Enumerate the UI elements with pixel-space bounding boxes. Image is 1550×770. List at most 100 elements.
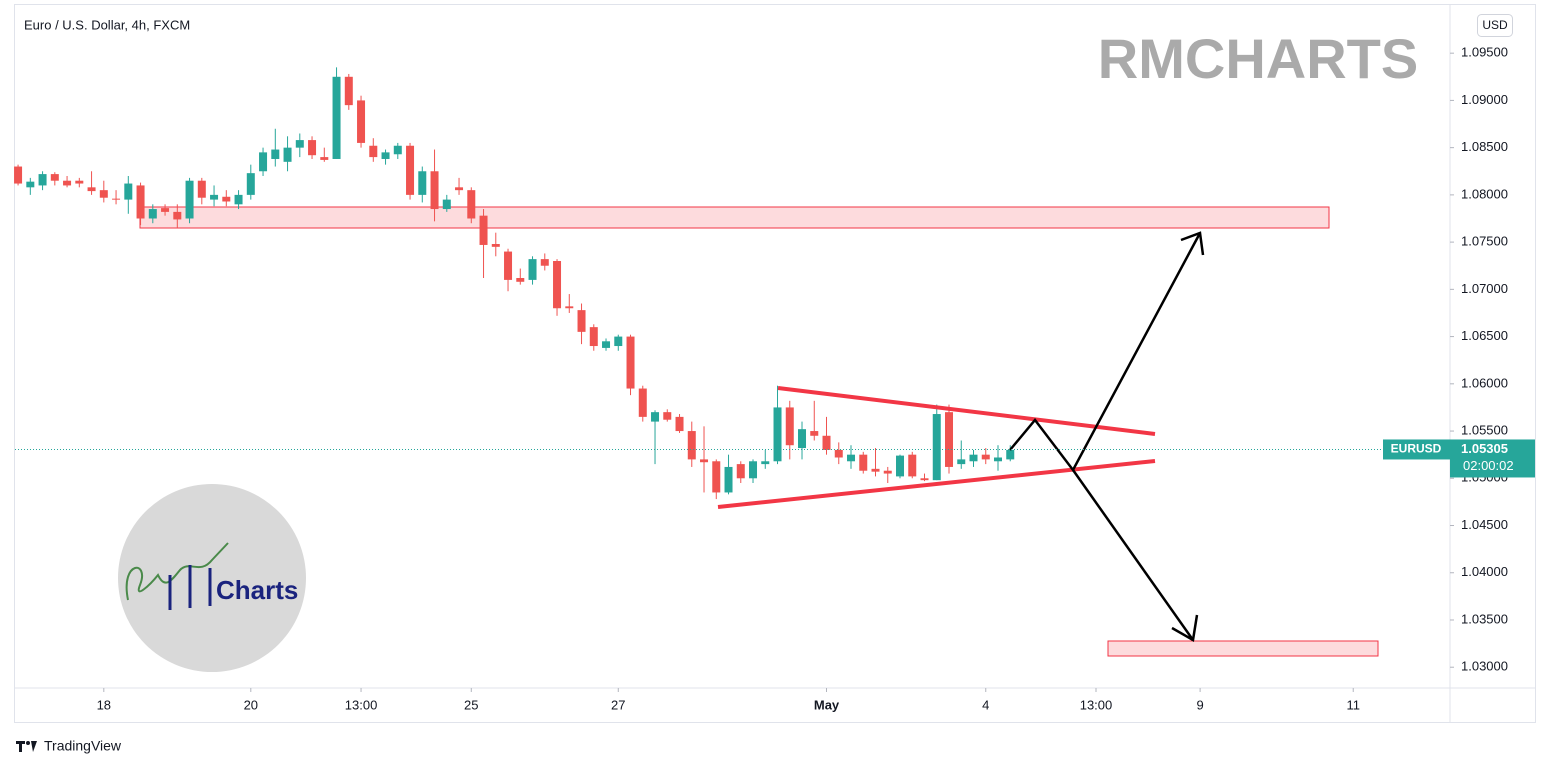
candle-body bbox=[504, 251, 513, 280]
candle-body bbox=[63, 180, 72, 186]
candle-body bbox=[197, 180, 206, 198]
candle-body bbox=[822, 435, 831, 450]
symbol-tag bbox=[1383, 439, 1450, 460]
footer-icon-stem bbox=[19, 741, 22, 752]
candle-body bbox=[50, 174, 59, 181]
currency-button[interactable] bbox=[1477, 14, 1513, 37]
y-tick-label: 1.04000 bbox=[1461, 564, 1508, 579]
candle-body bbox=[332, 76, 341, 159]
candle-body bbox=[381, 152, 390, 159]
y-tick-label: 1.07000 bbox=[1461, 281, 1508, 296]
arrow-up bbox=[1009, 232, 1202, 473]
x-tick-label: 27 bbox=[611, 697, 625, 712]
candle-body bbox=[222, 196, 231, 202]
countdown: 02:00:02 bbox=[1463, 458, 1514, 473]
candle-body bbox=[75, 180, 84, 184]
candle-body bbox=[908, 454, 917, 477]
triangle-lower bbox=[717, 459, 1156, 509]
candle-body bbox=[553, 261, 562, 309]
candle-body bbox=[161, 208, 170, 212]
candle-body bbox=[687, 431, 696, 460]
y-tick-label: 1.08000 bbox=[1461, 186, 1508, 201]
logo-circle bbox=[118, 484, 306, 672]
candle-body bbox=[1006, 449, 1015, 460]
candle-body bbox=[883, 470, 892, 474]
candle-body bbox=[210, 194, 219, 200]
y-tick-label: 1.05500 bbox=[1461, 422, 1508, 437]
candle-body bbox=[479, 215, 488, 245]
candle-body bbox=[295, 140, 304, 148]
y-tick-label: 1.06500 bbox=[1461, 328, 1508, 343]
x-tick-label: 4 bbox=[982, 697, 989, 712]
arrowhead-up bbox=[1180, 231, 1205, 256]
candle-body bbox=[455, 187, 464, 191]
candle-body bbox=[663, 412, 672, 420]
candle-body bbox=[602, 341, 611, 348]
y-tick-label: 1.09000 bbox=[1461, 92, 1508, 107]
candle-body bbox=[442, 199, 451, 210]
watermark: RMCHARTS bbox=[1098, 27, 1418, 90]
candle-body bbox=[148, 209, 157, 219]
candle-body bbox=[491, 244, 500, 247]
candle-body bbox=[516, 278, 525, 282]
candle-body bbox=[859, 454, 868, 471]
candle-body bbox=[185, 180, 194, 219]
candle-body bbox=[920, 478, 929, 481]
candle-body bbox=[712, 461, 721, 493]
candle-body bbox=[577, 310, 586, 332]
logo: Charts bbox=[118, 484, 306, 672]
last-price-label: 1.05305 bbox=[1461, 441, 1508, 456]
candle-body bbox=[283, 147, 292, 162]
candle-body bbox=[173, 211, 182, 220]
x-tick-label: 13:00 bbox=[345, 697, 378, 712]
candle-body bbox=[749, 461, 758, 479]
candle-body bbox=[651, 412, 660, 422]
price-tag bbox=[1450, 439, 1535, 478]
x-tick-label: 11 bbox=[1346, 697, 1360, 712]
y-tick-label: 1.08500 bbox=[1461, 139, 1508, 154]
x-tick-label: May bbox=[814, 697, 840, 712]
candle-body bbox=[700, 459, 709, 463]
candle-body bbox=[847, 454, 856, 462]
resistance-zone bbox=[139, 206, 1330, 229]
candle-body bbox=[957, 459, 966, 465]
candle-body bbox=[406, 145, 415, 195]
symbol-label: EURUSD bbox=[1391, 442, 1442, 456]
triangle-upper bbox=[777, 386, 1156, 436]
candle-body bbox=[26, 181, 35, 188]
candle-body bbox=[981, 454, 990, 460]
candle-body bbox=[357, 100, 366, 143]
candle-body bbox=[393, 145, 402, 155]
candle-body bbox=[994, 457, 1003, 462]
candle-body bbox=[675, 416, 684, 432]
y-tick-label: 1.06000 bbox=[1461, 375, 1508, 390]
candle-body bbox=[246, 173, 255, 195]
y-tick-label: 1.04500 bbox=[1461, 517, 1508, 532]
candle-body bbox=[896, 455, 905, 477]
footer: ⁠ TradingView bbox=[16, 738, 122, 754]
currency-label: USD bbox=[1482, 18, 1508, 32]
candle-body bbox=[736, 464, 745, 479]
candle-body bbox=[638, 388, 647, 417]
candle-body bbox=[798, 429, 807, 449]
candle-body bbox=[614, 336, 623, 347]
candle-body bbox=[540, 259, 549, 266]
candle-body bbox=[136, 185, 145, 219]
candle-body bbox=[234, 194, 243, 205]
chart-title: Euro / U.S. Dollar, 4h, FXCM bbox=[24, 17, 190, 32]
support-zone bbox=[1107, 640, 1379, 657]
candle-body bbox=[344, 76, 353, 106]
footer-brand: TradingView bbox=[44, 738, 122, 754]
candle-body bbox=[969, 454, 978, 462]
logo-text: Charts bbox=[216, 575, 298, 605]
candle-body bbox=[528, 259, 537, 280]
x-tick-label: 18 bbox=[97, 697, 111, 712]
candle-body bbox=[467, 190, 476, 219]
candle-body bbox=[112, 198, 121, 200]
overlay bbox=[717, 231, 1205, 642]
footer-icon-tri bbox=[31, 741, 37, 752]
candle-body bbox=[14, 166, 23, 184]
candle-body bbox=[271, 149, 280, 159]
